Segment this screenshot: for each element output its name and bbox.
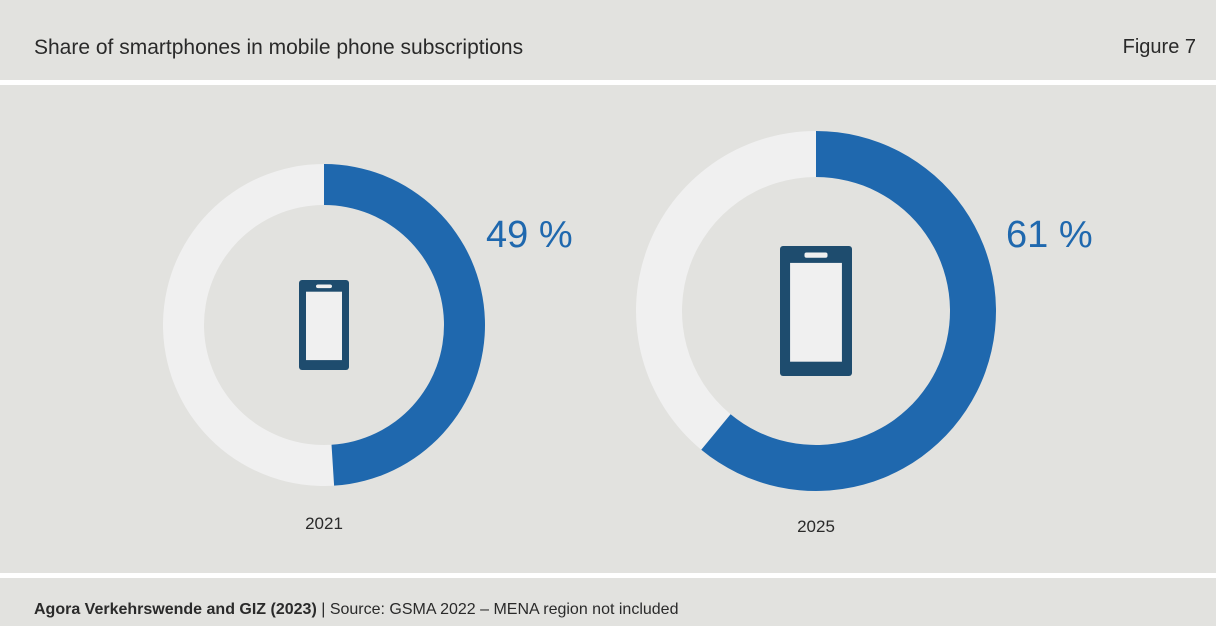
divider-top bbox=[0, 80, 1216, 85]
donut-slice-2025 bbox=[701, 131, 996, 492]
header: Share of smartphones in mobile phone sub… bbox=[0, 0, 1216, 80]
donut-remainder-2025 bbox=[636, 131, 816, 450]
footer-separator: | bbox=[316, 601, 330, 618]
figure-label: Figure 7 bbox=[1122, 36, 1196, 58]
smartphone-icon bbox=[299, 280, 349, 370]
chart-title: Share of smartphones in mobile phone sub… bbox=[34, 36, 524, 59]
donut-slice-2021 bbox=[324, 164, 486, 486]
footer-source: Source: GSMA 2022 – MENA region not incl… bbox=[329, 601, 679, 618]
value-label-2021: 49 % bbox=[486, 214, 573, 256]
footer: Agora Verkehrswende and GIZ (2023) | Sou… bbox=[34, 601, 678, 619]
category-label-2021: 2021 bbox=[305, 514, 343, 533]
category-label-2025: 2025 bbox=[797, 517, 835, 536]
divider-bottom bbox=[0, 573, 1216, 578]
chart-area: 49 % 2021 61 % 2025 bbox=[0, 85, 1216, 573]
footer-credit: Agora Verkehrswende and GIZ (2023) bbox=[34, 601, 317, 618]
donut-charts: 49 % 2021 61 % 2025 bbox=[163, 131, 1093, 536]
smartphone-icon bbox=[780, 246, 852, 376]
donut-remainder-2021 bbox=[163, 164, 335, 486]
value-label-2025: 61 % bbox=[1006, 214, 1093, 256]
